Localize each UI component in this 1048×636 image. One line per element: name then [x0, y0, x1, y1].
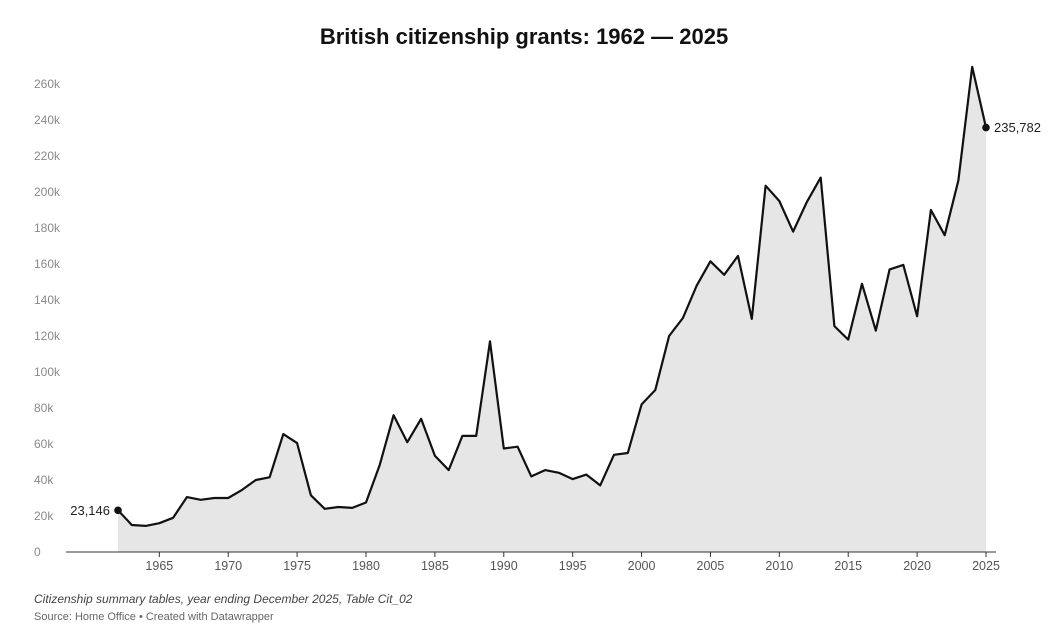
- x-tick-label: 2020: [903, 559, 931, 573]
- y-axis: 0 20k 40k 60k 80k 100k 120k 140k 160k 180k 200k 220…: [34, 77, 61, 559]
- y-tick-label: 20k: [34, 509, 54, 523]
- x-tick-label: 1995: [559, 559, 587, 573]
- x-tick-label: 2025: [972, 559, 1000, 573]
- x-tick-label: 2010: [765, 559, 793, 573]
- chart-notes: Citizenship summary tables, year ending …: [34, 592, 413, 606]
- y-tick-label: 180k: [34, 221, 61, 235]
- x-tick-label: 1965: [145, 559, 173, 573]
- area-chart: 0 20k 40k 60k 80k 100k 120k 140k 160k 180k 200k 220…: [34, 65, 1041, 573]
- y-tick-label: 160k: [34, 257, 61, 271]
- y-tick-label: 0: [34, 545, 41, 559]
- end-value-label: 235,782: [994, 120, 1041, 135]
- y-tick-label: 260k: [34, 77, 61, 91]
- x-tick-label: 2015: [834, 559, 862, 573]
- start-value-label: 23,146: [70, 503, 110, 518]
- y-tick-label: 40k: [34, 473, 54, 487]
- y-tick-label: 200k: [34, 185, 61, 199]
- chart-source: Source: Home Office • Created with Dataw…: [34, 611, 274, 623]
- x-tick-label: 1980: [352, 559, 380, 573]
- y-tick-label: 220k: [34, 149, 61, 163]
- y-tick-label: 140k: [34, 293, 61, 307]
- area-fill: [118, 66, 986, 553]
- start-point: [114, 506, 122, 515]
- series-line: [117, 65, 988, 527]
- x-tick-label: 1975: [283, 559, 311, 573]
- x-tick-label: 2000: [628, 559, 656, 573]
- y-tick-label: 80k: [34, 401, 54, 415]
- y-tick-label: 100k: [34, 365, 61, 379]
- y-tick-label: 120k: [34, 329, 61, 343]
- x-axis: 1965 1970 1975 1980 1985 1990 1995 2000 2005 2010…: [145, 552, 1000, 573]
- end-point: [982, 123, 990, 132]
- annotation-points: 23,146 235,782: [70, 120, 1041, 518]
- x-tick-label: 1970: [214, 559, 242, 573]
- y-tick-label: 60k: [34, 437, 54, 451]
- chart-title: British citizenship grants: 1962 — 2025: [319, 24, 729, 49]
- x-tick-label: 1985: [421, 559, 449, 573]
- x-tick-label: 2005: [697, 559, 725, 573]
- x-tick-label: 1990: [490, 559, 518, 573]
- y-tick-label: 240k: [34, 113, 61, 127]
